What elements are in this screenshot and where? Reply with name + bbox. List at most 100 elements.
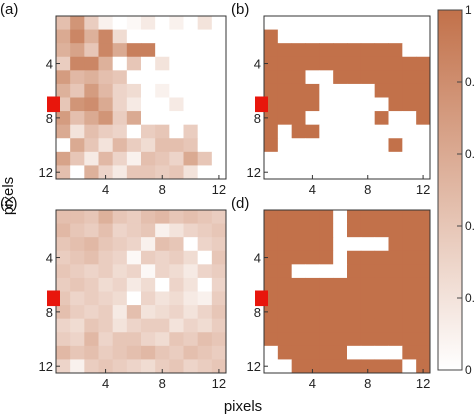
heatmap-cell xyxy=(98,345,114,360)
heatmap-cell xyxy=(277,29,293,44)
heatmap-cell xyxy=(388,345,403,360)
heatmap-cell xyxy=(360,83,376,98)
heatmap-cell xyxy=(155,318,170,333)
heatmap-cell xyxy=(197,223,213,238)
heatmap-cell xyxy=(84,210,99,224)
heatmap-cell xyxy=(374,138,389,153)
heatmap-cell xyxy=(70,318,85,333)
heatmap-cell xyxy=(84,83,99,98)
heatmap-cell xyxy=(291,359,306,374)
heatmap-cell xyxy=(416,223,431,238)
heatmap-cell xyxy=(98,332,114,347)
heatmap-cell xyxy=(264,305,279,320)
panel-label: (a) xyxy=(0,1,18,18)
heatmap-cell xyxy=(374,151,389,166)
heatmap-cell xyxy=(416,305,431,320)
heatmap-cell xyxy=(112,83,128,98)
heatmap-cell xyxy=(305,264,320,279)
heatmap-cell xyxy=(56,277,71,292)
heatmap-cell xyxy=(56,151,71,166)
heatmap-cell xyxy=(264,264,279,279)
heatmap-cell xyxy=(264,332,279,347)
heatmap-cell xyxy=(374,277,389,292)
heatmap-cell xyxy=(98,277,114,292)
heatmap-cell xyxy=(56,318,71,333)
heatmap-cell xyxy=(84,138,99,153)
heatmap-cell xyxy=(183,56,199,71)
heatmap-cell xyxy=(360,111,376,126)
heatmap-cell xyxy=(141,332,156,347)
heatmap-cell xyxy=(416,318,431,333)
heatmap-cell xyxy=(155,345,170,360)
heatmap-cell xyxy=(416,345,431,360)
heatmap-cell xyxy=(169,305,184,320)
heatmap-cell xyxy=(305,332,320,347)
heatmap-cell xyxy=(374,56,389,71)
heatmap-cell xyxy=(70,359,85,374)
heatmap-cell xyxy=(374,83,389,98)
heatmap-cell xyxy=(264,83,279,98)
heatmap-cell xyxy=(388,124,403,139)
heatmap-cell xyxy=(416,237,431,252)
heatmap-cell xyxy=(402,305,417,320)
heatmap-cell xyxy=(70,56,85,71)
heatmap-cell xyxy=(126,111,142,126)
heatmap-cell xyxy=(374,237,389,252)
heatmap-cell xyxy=(264,250,279,265)
heatmap-cell xyxy=(333,124,348,139)
heatmap-cell xyxy=(141,264,156,279)
heatmap-cell xyxy=(70,277,85,292)
heatmap-cell xyxy=(347,151,362,166)
heatmap-cell xyxy=(291,124,306,139)
heatmap-cell xyxy=(374,291,389,306)
heatmap-cell xyxy=(388,111,403,126)
heatmap-cell xyxy=(183,237,199,252)
heatmap-cell xyxy=(333,210,348,224)
heatmap-cell xyxy=(183,277,199,292)
heatmap-cell xyxy=(155,29,170,44)
heatmap-cell xyxy=(264,318,279,333)
heatmap-cell xyxy=(388,250,403,265)
x-tick-label: 8 xyxy=(159,182,166,197)
heatmap-cell xyxy=(84,111,99,126)
heatmap-cell xyxy=(98,223,114,238)
heatmap-cell xyxy=(360,97,376,112)
heatmap-cell xyxy=(70,138,85,153)
heatmap-cell xyxy=(264,359,279,374)
heatmap-cell xyxy=(277,124,293,139)
heatmap-cell xyxy=(141,83,156,98)
heatmap-cell xyxy=(197,345,213,360)
heatmap-cell xyxy=(183,165,199,180)
heatmap-cell xyxy=(347,111,362,126)
heatmap-cell xyxy=(98,124,114,139)
heatmap-cell xyxy=(333,223,348,238)
heatmap-cell xyxy=(112,111,128,126)
heatmap-cell xyxy=(169,16,184,30)
heatmap-cell xyxy=(112,345,128,360)
heatmap-cell xyxy=(305,277,320,292)
heatmap-cell xyxy=(264,237,279,252)
heatmap-cell xyxy=(211,305,227,320)
heatmap-cell xyxy=(347,291,362,306)
heatmap-cell xyxy=(374,305,389,320)
heatmap-cell xyxy=(347,277,362,292)
heatmap-cell xyxy=(402,223,417,238)
heatmap-cell xyxy=(56,305,71,320)
x-tick-label: 4 xyxy=(102,182,109,197)
heatmap-cell xyxy=(84,223,99,238)
heatmap-cell xyxy=(197,250,213,265)
heatmap-cell xyxy=(305,237,320,252)
heatmap-cell xyxy=(169,43,184,58)
heatmap-cell xyxy=(70,165,85,180)
heatmap-cell xyxy=(155,277,170,292)
heatmap-cell xyxy=(305,291,320,306)
heatmap-cell xyxy=(197,111,213,126)
heatmap-cell xyxy=(291,97,306,112)
heatmap-cell xyxy=(277,16,293,30)
heatmap-cell xyxy=(197,151,213,166)
heatmap-cell xyxy=(183,210,199,224)
heatmap-cell xyxy=(360,223,376,238)
heatmap-cell xyxy=(56,83,71,98)
heatmap-cell xyxy=(183,29,199,44)
heatmap-cell xyxy=(141,345,156,360)
